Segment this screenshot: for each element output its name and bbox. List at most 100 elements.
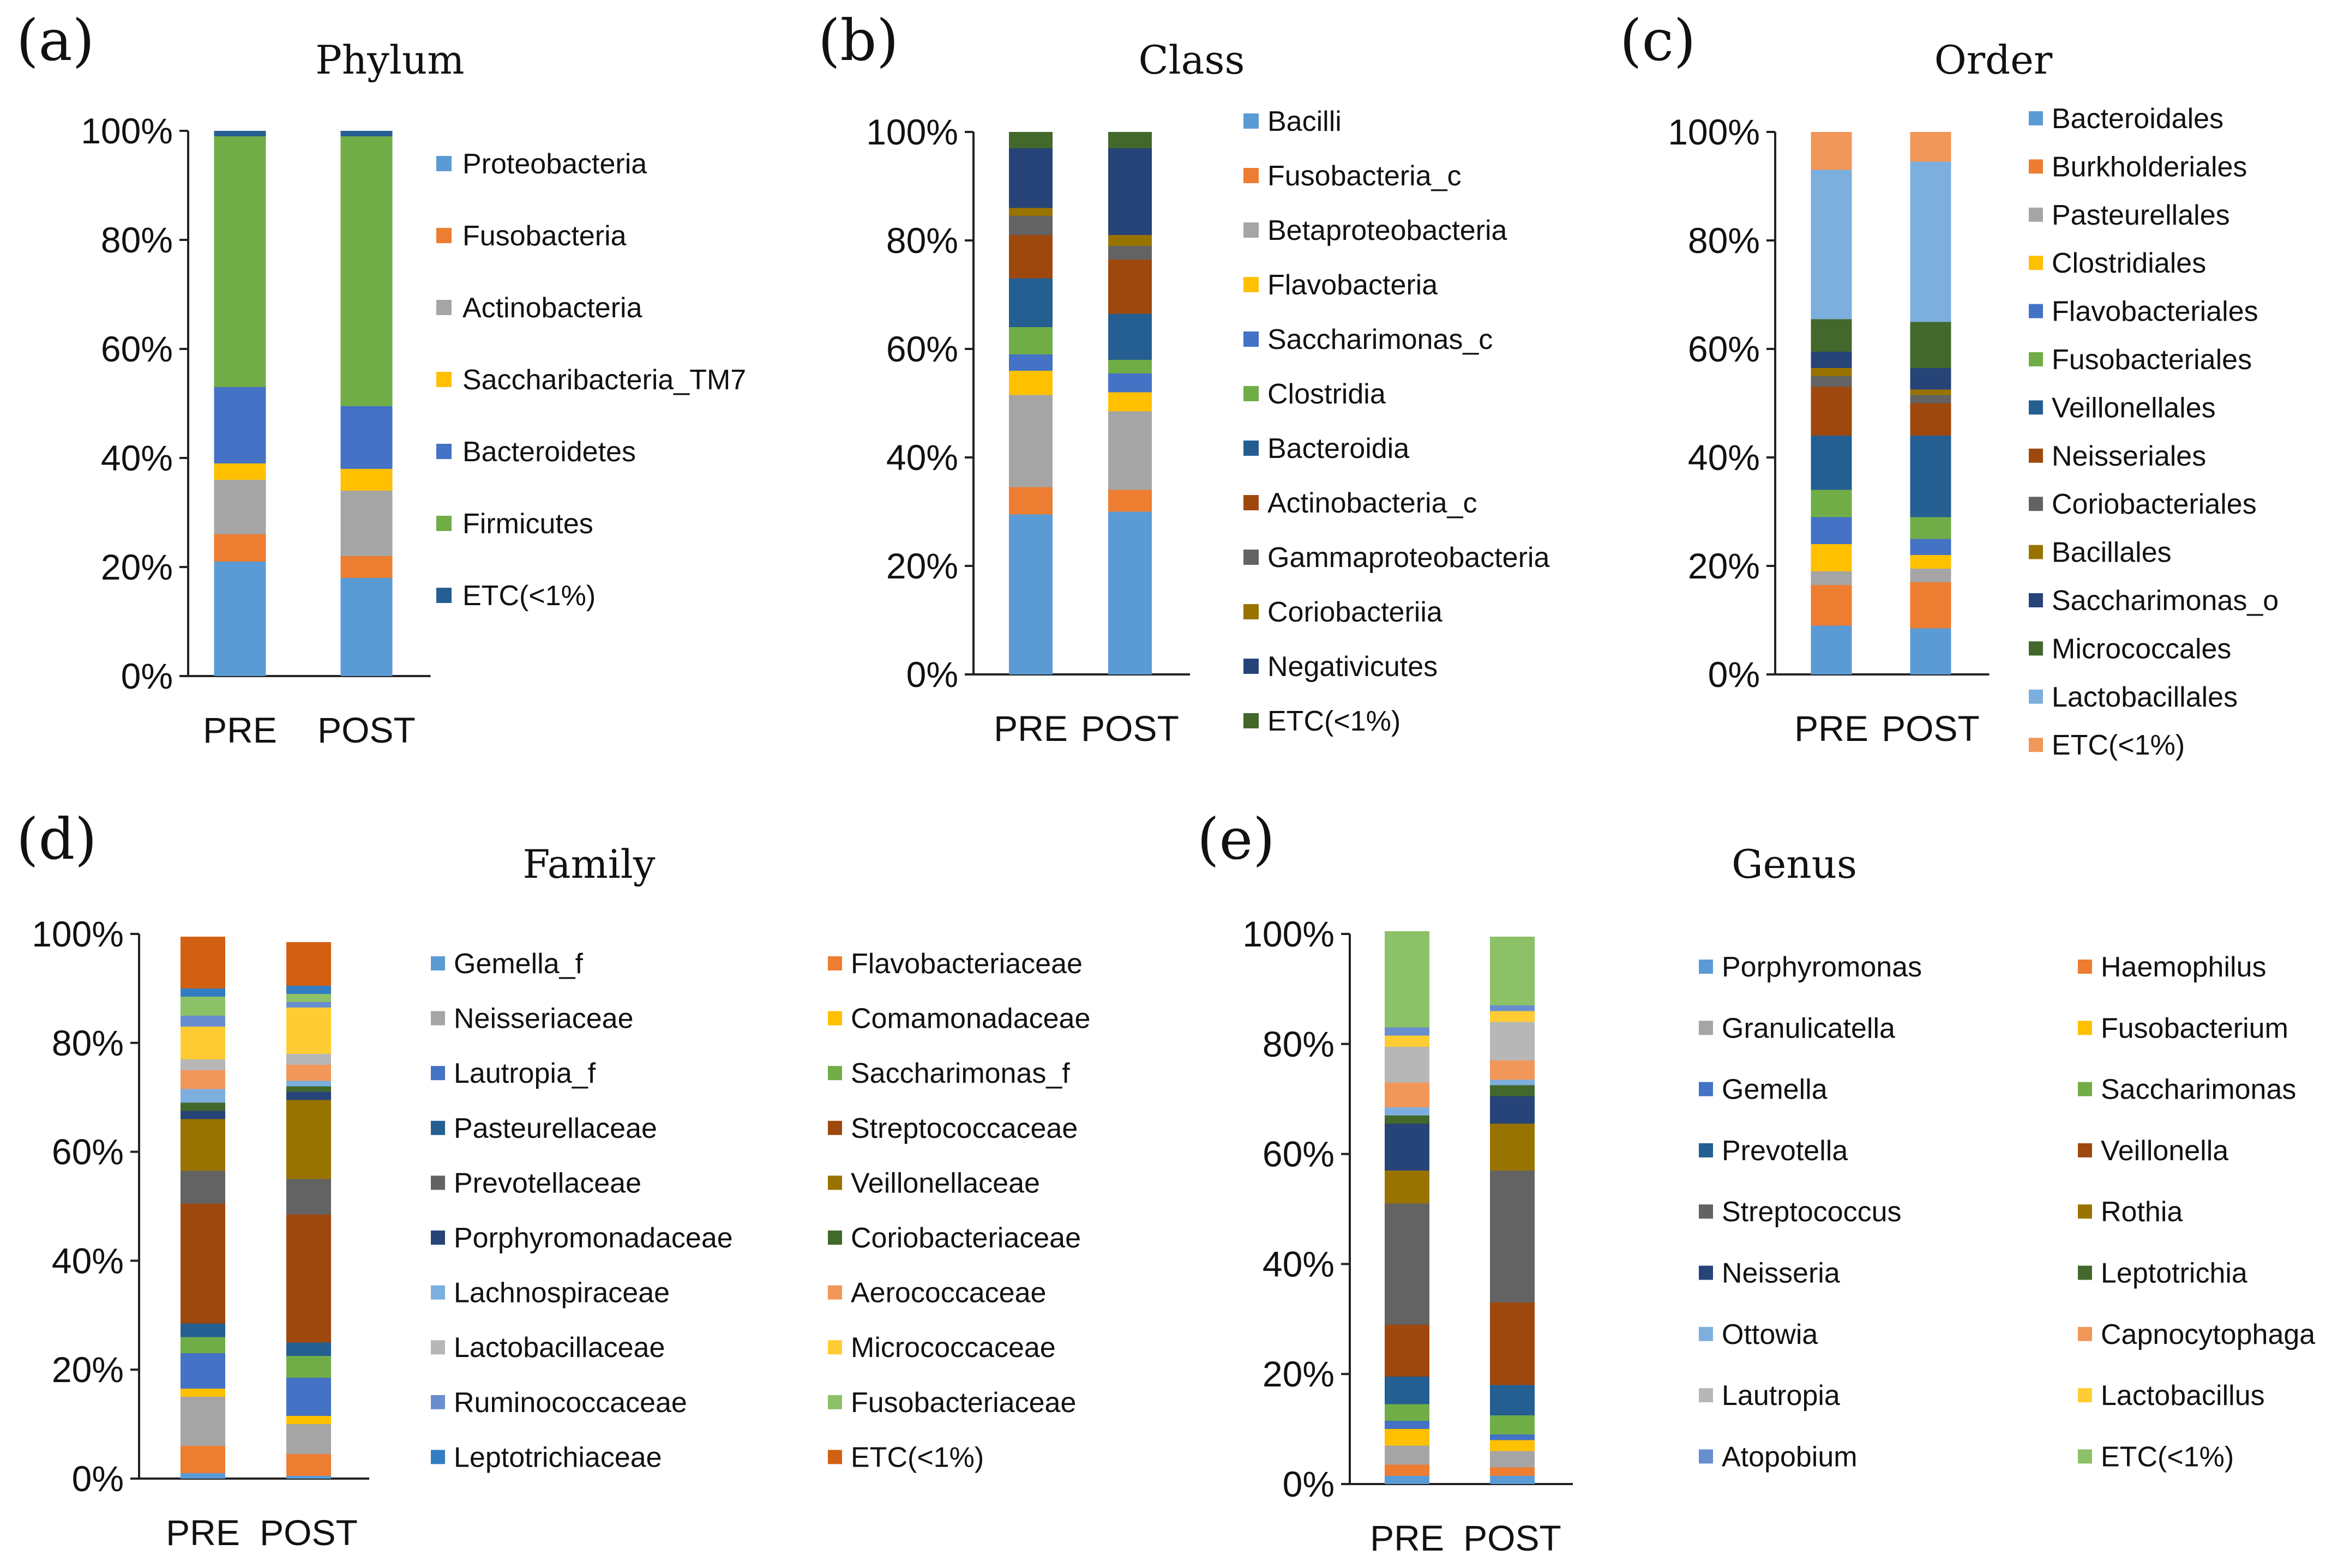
bar-segment-post-aerococcaceae bbox=[286, 1064, 331, 1081]
x-category-label: PRE bbox=[994, 708, 1068, 749]
legend-label: Betaproteobacteria bbox=[1267, 215, 1507, 246]
legend-swatch bbox=[828, 1450, 842, 1464]
y-tick-label: 0% bbox=[72, 1458, 124, 1499]
bar-segment-post-prevotella bbox=[1490, 1385, 1535, 1415]
legend-swatch bbox=[2029, 738, 2043, 752]
bar-segment-post-fusobacteriales bbox=[1910, 517, 1951, 539]
chart-title: Class bbox=[1139, 37, 1245, 83]
y-tick-label: 80% bbox=[52, 1023, 124, 1063]
chart-title: Family bbox=[523, 841, 656, 887]
y-tick-label: 80% bbox=[886, 220, 958, 261]
legend-swatch bbox=[436, 300, 452, 315]
legend-label: Leptotrichiaceae bbox=[454, 1442, 662, 1473]
legend-label: Flavobacteria bbox=[1267, 269, 1438, 301]
bar-segment-post-ruminococcaceae bbox=[286, 1002, 331, 1008]
legend-swatch bbox=[2078, 1265, 2092, 1280]
y-tick-label: 20% bbox=[101, 547, 173, 587]
legend-label: Capnocytophaga bbox=[2101, 1319, 2315, 1350]
legend-label: Gammaproteobacteria bbox=[1267, 542, 1549, 574]
bar-segment-pre-lautropia bbox=[1385, 1046, 1429, 1083]
bar-segment-post-fusobacteriaceae bbox=[286, 993, 331, 1002]
bar-segment-pre-gemella bbox=[1385, 1420, 1429, 1430]
legend-label: Micrococcales bbox=[2052, 633, 2231, 665]
bar-segment-post-veillonella bbox=[1490, 1302, 1535, 1385]
legend-swatch bbox=[1699, 1021, 1713, 1035]
bar-segment-pre-comamonadaceae bbox=[181, 1389, 225, 1397]
bar-segment-pre-capnocytophaga bbox=[1385, 1082, 1429, 1107]
x-category-label: POST bbox=[1081, 708, 1179, 749]
panel-letter: (a) bbox=[16, 7, 94, 74]
bar-segment-post-capnocytophaga bbox=[1490, 1060, 1535, 1080]
y-tick-label: 60% bbox=[886, 329, 958, 369]
bar-segment-pre-clostridiales bbox=[1811, 544, 1852, 571]
legend-swatch bbox=[431, 1066, 445, 1081]
bar-segment-pre-bacillales bbox=[1811, 367, 1852, 376]
bar-segment-pre-bacteroidetes bbox=[214, 387, 266, 463]
bar-segment-pre-betaproteobacteria bbox=[1009, 395, 1053, 487]
x-category-label: POST bbox=[260, 1512, 358, 1553]
legend-swatch bbox=[828, 1231, 842, 1245]
legend-label: Saccharibacteria_TM7 bbox=[462, 364, 746, 396]
legend-swatch bbox=[1243, 277, 1259, 292]
legend-label: Neisseriaceae bbox=[454, 1003, 634, 1035]
legend-label: Porphyromonadaceae bbox=[454, 1222, 733, 1254]
bar-segment-pre-leptotrichiaceae bbox=[181, 988, 225, 997]
legend-label: Coriobacteriia bbox=[1267, 596, 1443, 628]
legend-label: Coriobacteriales bbox=[2052, 489, 2257, 520]
legend-label: Ruminococcaceae bbox=[454, 1387, 687, 1419]
bar-segment-post-comamonadaceae bbox=[286, 1416, 331, 1425]
legend-label: ETC(<1%) bbox=[462, 580, 596, 612]
legend-label: Prevotella bbox=[1722, 1135, 1848, 1167]
bar-segment-pre-veillonella bbox=[1385, 1324, 1429, 1377]
bar-segment-pre-bacteroidales bbox=[1811, 625, 1852, 674]
legend-label: Actinobacteria bbox=[462, 292, 642, 324]
bar-segment-post-betaproteobacteria bbox=[1108, 411, 1152, 490]
bar-segment-pre-streptococcus bbox=[1385, 1203, 1429, 1325]
legend-swatch bbox=[436, 588, 452, 603]
y-tick-label: 100% bbox=[32, 914, 124, 954]
bar-segment-post-clostridiales bbox=[1910, 555, 1951, 569]
bar-segment-post-saccharibacteria-tm7 bbox=[340, 469, 393, 491]
bar-segment-post-lachnospiraceae bbox=[286, 1081, 331, 1087]
bar-segment-pre-clostridia bbox=[1009, 327, 1053, 354]
legend-swatch bbox=[828, 1011, 842, 1026]
legend-label: Neisseria bbox=[1722, 1258, 1840, 1289]
y-tick-label: 40% bbox=[1688, 437, 1760, 478]
y-tick-label: 20% bbox=[1263, 1354, 1335, 1394]
legend-label: Negativicutes bbox=[1267, 651, 1438, 683]
chart-title: Phylum bbox=[315, 37, 464, 83]
bar-segment-post-gemella-f bbox=[286, 1476, 331, 1479]
legend-label: Prevotellaceae bbox=[454, 1167, 641, 1199]
bar-segment-post-saccharimonas-c bbox=[1108, 373, 1152, 393]
legend-swatch bbox=[828, 1175, 842, 1190]
bar-segment-pre-lactobacillales bbox=[1811, 170, 1852, 319]
legend-label: Porphyromonas bbox=[1722, 951, 1922, 983]
legend-label: Clostridia bbox=[1267, 378, 1386, 410]
y-tick-label: 100% bbox=[1242, 914, 1335, 954]
bar-segment-pre-veillonellaceae bbox=[181, 1119, 225, 1171]
legend-swatch bbox=[1243, 604, 1259, 619]
legend-label: Gemella_f bbox=[454, 948, 584, 980]
legend-swatch bbox=[2029, 593, 2043, 607]
bar-segment-post-fusobacterium bbox=[1490, 1440, 1535, 1451]
y-tick-label: 60% bbox=[52, 1132, 124, 1172]
chart-panel-genus: (e) Genus 0% 20% 40% 60% 80% 100% PRE POST Porphyr… bbox=[1197, 806, 2315, 1558]
legend-swatch bbox=[1243, 386, 1259, 401]
bar-segment-post-streptococcus bbox=[1490, 1170, 1535, 1303]
legend-label: Burkholderiales bbox=[2052, 151, 2247, 183]
legend-swatch bbox=[2029, 497, 2043, 511]
legend-swatch bbox=[436, 444, 452, 459]
legend-label: Clostridiales bbox=[2052, 248, 2206, 279]
y-tick-label: 0% bbox=[1283, 1464, 1335, 1504]
bar-segment-post-lautropia-f bbox=[286, 1378, 331, 1416]
x-category-label: POST bbox=[317, 710, 416, 750]
y-tick-label: 60% bbox=[101, 329, 173, 369]
legend-label: Micrococcaceae bbox=[851, 1332, 1056, 1364]
legend-label: ETC(<1%) bbox=[851, 1442, 984, 1473]
bar-segment-post-neisseriaceae bbox=[286, 1424, 331, 1455]
y-tick-label: 0% bbox=[121, 656, 173, 696]
legend-label: Granulicatella bbox=[1722, 1012, 1895, 1044]
legend-label: Fusobacteria_c bbox=[1267, 160, 1462, 192]
bar-segment-post-etc-1 bbox=[1910, 132, 1951, 162]
legend-label: Bacteroidia bbox=[1267, 433, 1409, 465]
